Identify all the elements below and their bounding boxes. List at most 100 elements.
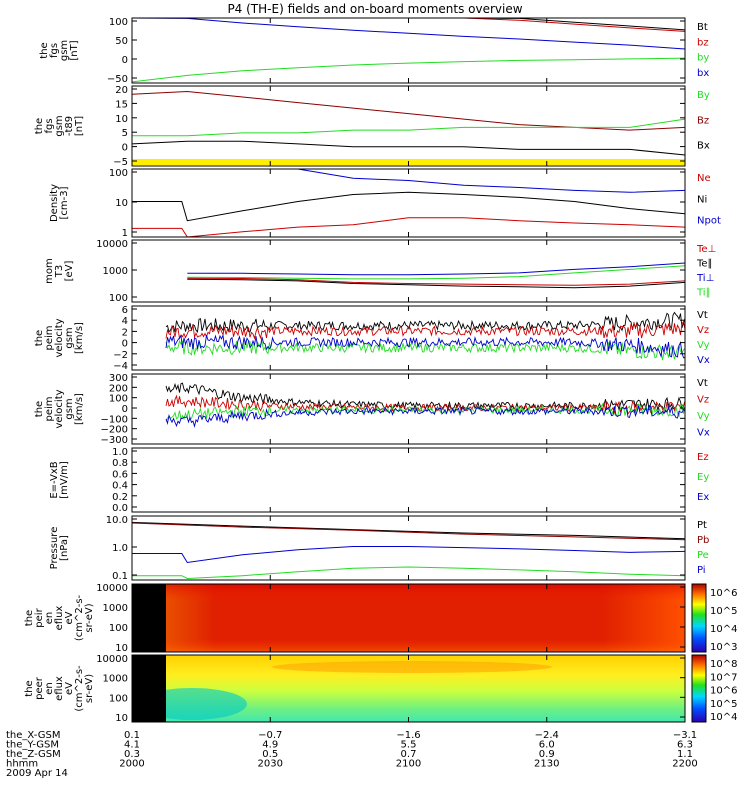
- footer-value: 6.0: [539, 740, 555, 751]
- legend-label-Vx: Vx: [697, 428, 710, 439]
- y-axis-label: the: [39, 42, 50, 58]
- y-tick-label: 100: [109, 693, 128, 704]
- footer-date: 2009 Apr 14: [6, 768, 68, 779]
- legend-label-bx: bx: [697, 68, 709, 79]
- y-axis-label: [km/s]: [74, 393, 85, 425]
- legend-label-Ez: Ez: [697, 452, 709, 463]
- footer-value: 0.1: [124, 730, 140, 741]
- panel-p10: 10^8 10^7 10^6 10^5 10^4 10000 1000 100 10 the pee…: [24, 654, 737, 724]
- y-tick-label: 10000: [96, 239, 128, 250]
- y-axis-label: E=-VxB: [49, 461, 60, 498]
- footer-row-label: hhmm: [6, 759, 38, 770]
- y-tick-label: 1.0: [112, 543, 128, 554]
- colorbar-label: 10^3: [710, 642, 737, 653]
- colorbar-label: 10^5: [710, 699, 737, 710]
- y-axis-label: velocity: [54, 318, 65, 357]
- y-tick-label: 10: [115, 114, 128, 125]
- footer-value: −0.7: [258, 730, 282, 741]
- y-tick-label: −200: [101, 425, 128, 436]
- legend-label-Ti⊥: Ti⊥: [696, 273, 714, 284]
- footer-value: 5.5: [401, 740, 417, 751]
- y-tick-label: 10: [115, 198, 128, 209]
- colorbar: [691, 654, 707, 723]
- y-axis-label: Pressure: [49, 527, 60, 570]
- footer-value: 2100: [396, 759, 421, 770]
- footer-row-label: the_Y-GSM: [6, 740, 59, 751]
- footer-value: 0.5: [262, 749, 278, 760]
- legend-label-Ex: Ex: [697, 492, 709, 503]
- y-axis-label: en: [44, 612, 55, 625]
- y-tick-label: −2: [113, 350, 128, 361]
- panel-p4: 10000 1000 100 mom T3 [eV] Te⊥ Te∥ Ti⊥ Ti∥: [44, 239, 716, 304]
- y-tick-label: 0.4: [112, 481, 128, 492]
- legend-label-Vx: Vx: [697, 355, 710, 366]
- legend-label-Vt: Vt: [697, 378, 708, 389]
- series-line-Pi: [132, 546, 686, 564]
- series-line-Vt: [165, 382, 686, 412]
- y-axis-label: [nPa]: [59, 535, 70, 561]
- y-tick-label: 100: [109, 168, 128, 179]
- series-line-Te⊥: [187, 277, 686, 286]
- y-axis-label: peim: [44, 396, 55, 421]
- legend-label-Vz: Vz: [697, 325, 709, 336]
- y-axis-label: eflux: [54, 676, 65, 701]
- legend-label-Vt: Vt: [697, 310, 708, 321]
- y-axis-label: the: [34, 118, 45, 134]
- series-line-Ni: [132, 191, 686, 222]
- y-tick-label: −5: [113, 157, 128, 168]
- y-axis-label: [km/s]: [74, 322, 85, 354]
- y-tick-label: −100: [101, 414, 128, 425]
- chart-title: P4 (TH-E) fields and on-board moments ov…: [227, 2, 522, 16]
- y-axis-label: velocity: [54, 389, 65, 428]
- footer-value: −1.6: [396, 730, 420, 741]
- footer-value: 1.1: [677, 749, 693, 760]
- colorbar-label: 10^8: [710, 659, 737, 670]
- y-tick-label: 1.0: [112, 447, 128, 458]
- footer-value: 2030: [258, 759, 283, 770]
- y-tick-label: 1: [122, 228, 128, 239]
- y-axis-label: gsm: [64, 327, 75, 348]
- legend-label-Pb: Pb: [697, 535, 709, 546]
- y-tick-label: 6: [122, 305, 128, 316]
- series-line-Vx: [165, 333, 686, 359]
- y-axis-label: the: [24, 610, 35, 626]
- colorbar-label: 10^5: [710, 606, 737, 617]
- footer-value: −3.1: [673, 730, 697, 741]
- y-axis-label: T3: [54, 265, 65, 278]
- panel-frame: [131, 85, 686, 167]
- footer-value: 0.3: [124, 749, 140, 760]
- y-axis-label: [eV]: [64, 261, 75, 282]
- legend-label-Ni: Ni: [697, 194, 707, 205]
- y-axis-label: [nT]: [69, 40, 80, 60]
- y-axis-label: peim: [44, 325, 55, 350]
- legend-label-Pt: Pt: [697, 520, 707, 531]
- panel-frame: [131, 168, 686, 238]
- y-tick-label: 0.8: [112, 458, 128, 469]
- y-tick-label: 100: [109, 293, 128, 304]
- y-tick-label: 5: [122, 128, 128, 139]
- colorbar-label: 10^4: [710, 624, 737, 635]
- colorbar-label: 10^7: [710, 672, 737, 683]
- footer-value: 4.1: [124, 740, 140, 751]
- panel-p9: 10^6 10^5 10^4 10^3 10000 1000 100 10 the peir en e…: [24, 583, 737, 654]
- legend-label-Vz: Vz: [697, 395, 709, 406]
- y-tick-label: 0: [122, 339, 128, 350]
- panel-p7: 1.00.80.60.40.20.0 E=-VxB [mV/m] Ez Ey Ex: [49, 447, 709, 514]
- series-line-Te∥: [187, 278, 686, 289]
- y-tick-label: 0: [122, 55, 128, 66]
- y-tick-label: 1000: [103, 603, 128, 614]
- series-line-Vy: [165, 339, 686, 361]
- heatmap-gap: [132, 584, 166, 652]
- heatmap-gap: [132, 655, 166, 722]
- footer-value: 0.9: [539, 749, 555, 760]
- y-axis-label: [mV/m]: [59, 461, 70, 499]
- legend-label-Pi: Pi: [697, 565, 706, 576]
- y-axis-label: Density: [49, 184, 60, 222]
- legend-label-Vy: Vy: [697, 340, 710, 351]
- y-tick-label: 0.2: [112, 492, 128, 503]
- footer-row-label: the_X-GSM: [6, 730, 60, 741]
- panel-frame: [131, 447, 686, 513]
- y-tick-label: 20: [115, 85, 128, 96]
